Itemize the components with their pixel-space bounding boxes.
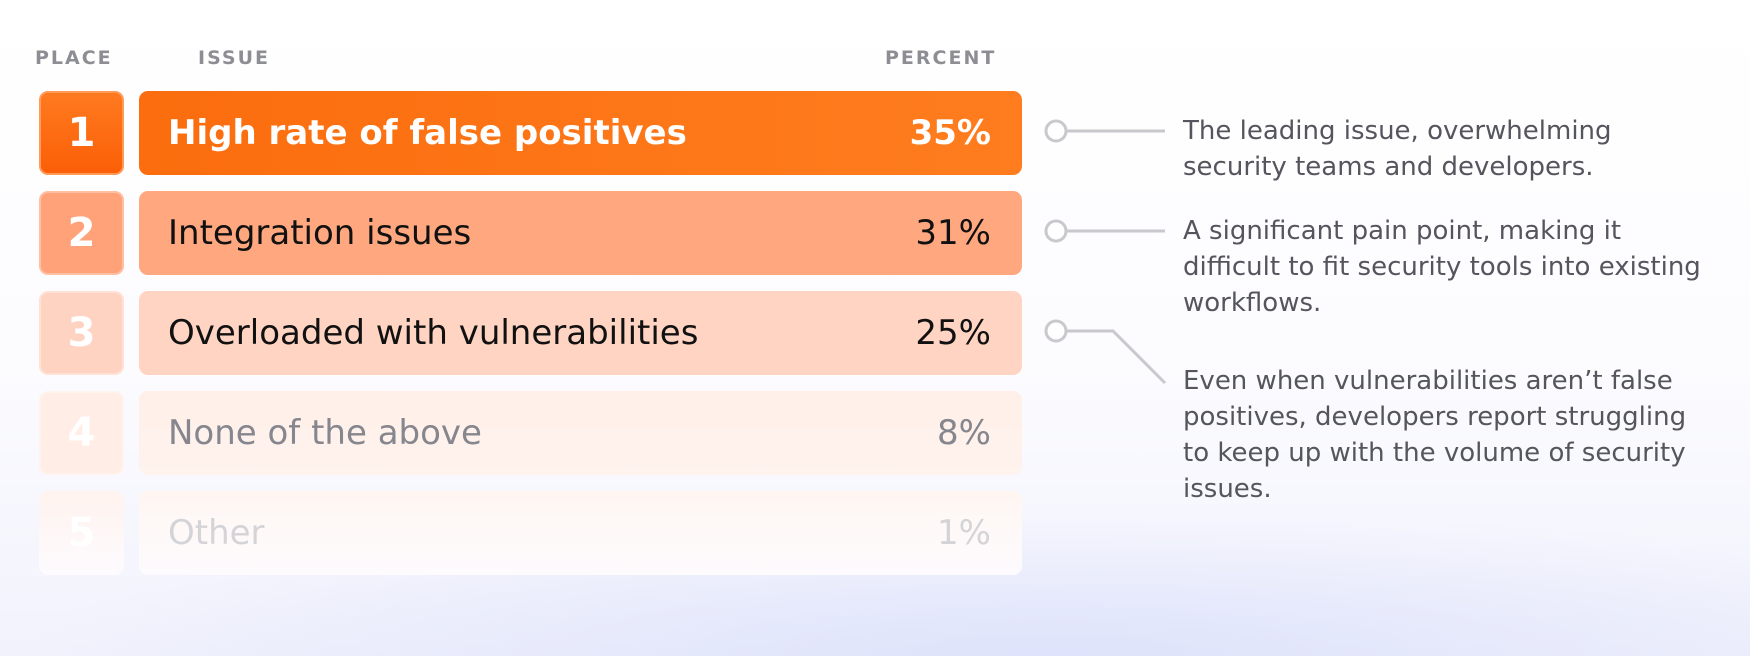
rank-badge-2: 2 <box>39 191 124 275</box>
connector-node-icon <box>1044 119 1068 143</box>
bar-other: Other 1% <box>139 491 1022 575</box>
bar-value: 1% <box>937 513 991 553</box>
column-header-percent: PERCENT <box>885 47 997 69</box>
bar-value: 31% <box>915 213 991 253</box>
rank-badge-1: 1 <box>39 91 124 175</box>
bar-value: 8% <box>937 413 991 453</box>
rank-badge-3: 3 <box>39 291 124 375</box>
annotation-2: A significant pain point, making it diff… <box>1183 216 1701 318</box>
bar-label: Other <box>168 513 265 553</box>
bar-value: 35% <box>909 113 991 153</box>
rank-badge-4: 4 <box>39 391 124 475</box>
bar-high-rate-of-false-positives: High rate of false positives 35% <box>139 91 1022 175</box>
rank-badge-5: 5 <box>39 491 124 575</box>
bar-label: Overloaded with vulnerabilities <box>168 313 699 353</box>
connector-node-icon <box>1044 219 1068 243</box>
annotation-1: The leading issue, overwhelming security… <box>1183 116 1612 182</box>
connector-line <box>1066 329 1167 385</box>
column-header-issue: ISSUE <box>198 47 270 69</box>
bar-label: Integration issues <box>168 213 472 253</box>
connector-2 <box>1044 219 1165 243</box>
connector-3 <box>1044 319 1167 385</box>
column-header-place: PLACE <box>35 47 113 69</box>
annotation-3: Even when vulnerabilities aren’t false p… <box>1183 366 1687 504</box>
connector-node-icon <box>1044 319 1068 343</box>
bar-overloaded-with-vulnerabilities: Overloaded with vulnerabilities 25% <box>139 291 1022 375</box>
bar-integration-issues: Integration issues 31% <box>139 191 1022 275</box>
bar-none-of-the-above: None of the above 8% <box>139 391 1022 475</box>
bar-value: 25% <box>915 313 991 353</box>
bar-label: High rate of false positives <box>168 113 687 153</box>
bar-label: None of the above <box>168 413 482 453</box>
connector-1 <box>1044 119 1165 143</box>
